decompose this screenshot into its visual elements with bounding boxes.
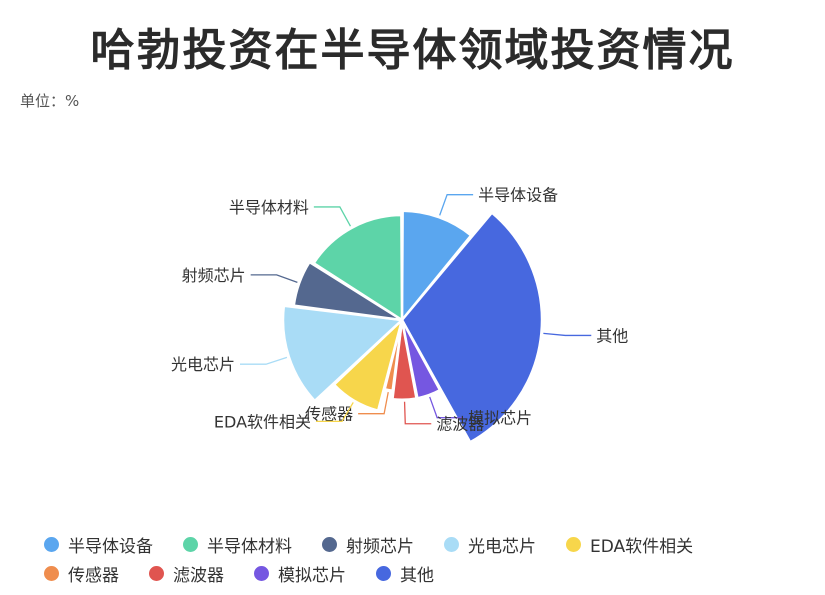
slice-label-1: 半导体设备 [478,186,558,205]
leader-line-9 [313,206,352,227]
slice-1[interactable] [400,209,473,322]
slice-2[interactable] [400,211,544,444]
legend-dot-icon [254,566,269,581]
chart-legend: 半导体设备 半导体材料 射频芯片 光电芯片 EDA软件相关传感器 滤波器 模拟芯片 其他 [44,530,804,588]
legend-item[interactable]: 光电芯片 [444,532,536,557]
legend-item[interactable]: EDA软件相关 [566,532,693,557]
slice-label-2: 其他 [596,326,628,345]
legend-label: 传感器 [68,566,119,586]
slice-label-9: 半导体材料 [229,198,309,217]
slice-label-8: 射频芯片 [182,266,246,285]
legend-item[interactable]: 滤波器 [149,561,224,586]
legend-label: 光电芯片 [468,537,536,557]
slice-9[interactable] [312,213,404,322]
legend-dot-icon [444,537,459,552]
leader-line-6 [316,402,354,423]
legend-label: 半导体材料 [207,537,292,557]
leader-line-2 [543,332,592,337]
leader-line-4 [403,401,432,425]
slice-label-5: 传感器 [305,405,353,424]
slice-label-4: 滤波器 [436,415,484,434]
leader-line-5 [358,391,389,415]
leader-line-3 [429,396,464,419]
legend-item[interactable]: 射频芯片 [322,532,414,557]
legend-item[interactable]: 半导体材料 [183,532,292,557]
slice-label-6: EDA软件相关 [214,412,311,431]
chart-title: 哈勃投资在半导体领域投资情况 [90,25,735,76]
legend-label: 模拟芯片 [278,566,346,586]
legend-label: EDA软件相关 [590,537,694,557]
legend-dot-icon [322,537,337,552]
slice-label-3: 模拟芯片 [468,409,532,428]
unit-label: 单位：% [20,92,80,110]
legend-dot-icon [376,566,391,581]
slice-7[interactable] [281,304,404,403]
legend-dot-icon [566,537,581,552]
leader-line-1 [439,194,474,216]
legend-dot-icon [149,566,164,581]
legend-row-2: 传感器 滤波器 模拟芯片 其他 [44,559,804,588]
leader-line-8 [250,274,298,283]
slice-8[interactable] [292,260,404,322]
legend-label: 其他 [400,566,434,586]
slice-label-7: 光电芯片 [171,355,235,374]
legend-dot-icon [44,537,59,552]
leader-line-7 [239,356,288,365]
legend-label: 射频芯片 [346,537,414,557]
legend-dot-icon [183,537,198,552]
legend-row-1: 半导体设备 半导体材料 射频芯片 光电芯片 EDA软件相关 [44,530,804,559]
legend-label: 滤波器 [173,566,224,586]
legend-item[interactable]: 模拟芯片 [254,561,346,586]
slice-4[interactable] [391,318,418,402]
legend-dot-icon [44,566,59,581]
legend-item[interactable]: 其他 [376,561,434,586]
legend-item[interactable]: 半导体设备 [44,532,153,557]
legend-item[interactable]: 传感器 [44,561,119,586]
legend-label: 半导体设备 [68,537,153,557]
